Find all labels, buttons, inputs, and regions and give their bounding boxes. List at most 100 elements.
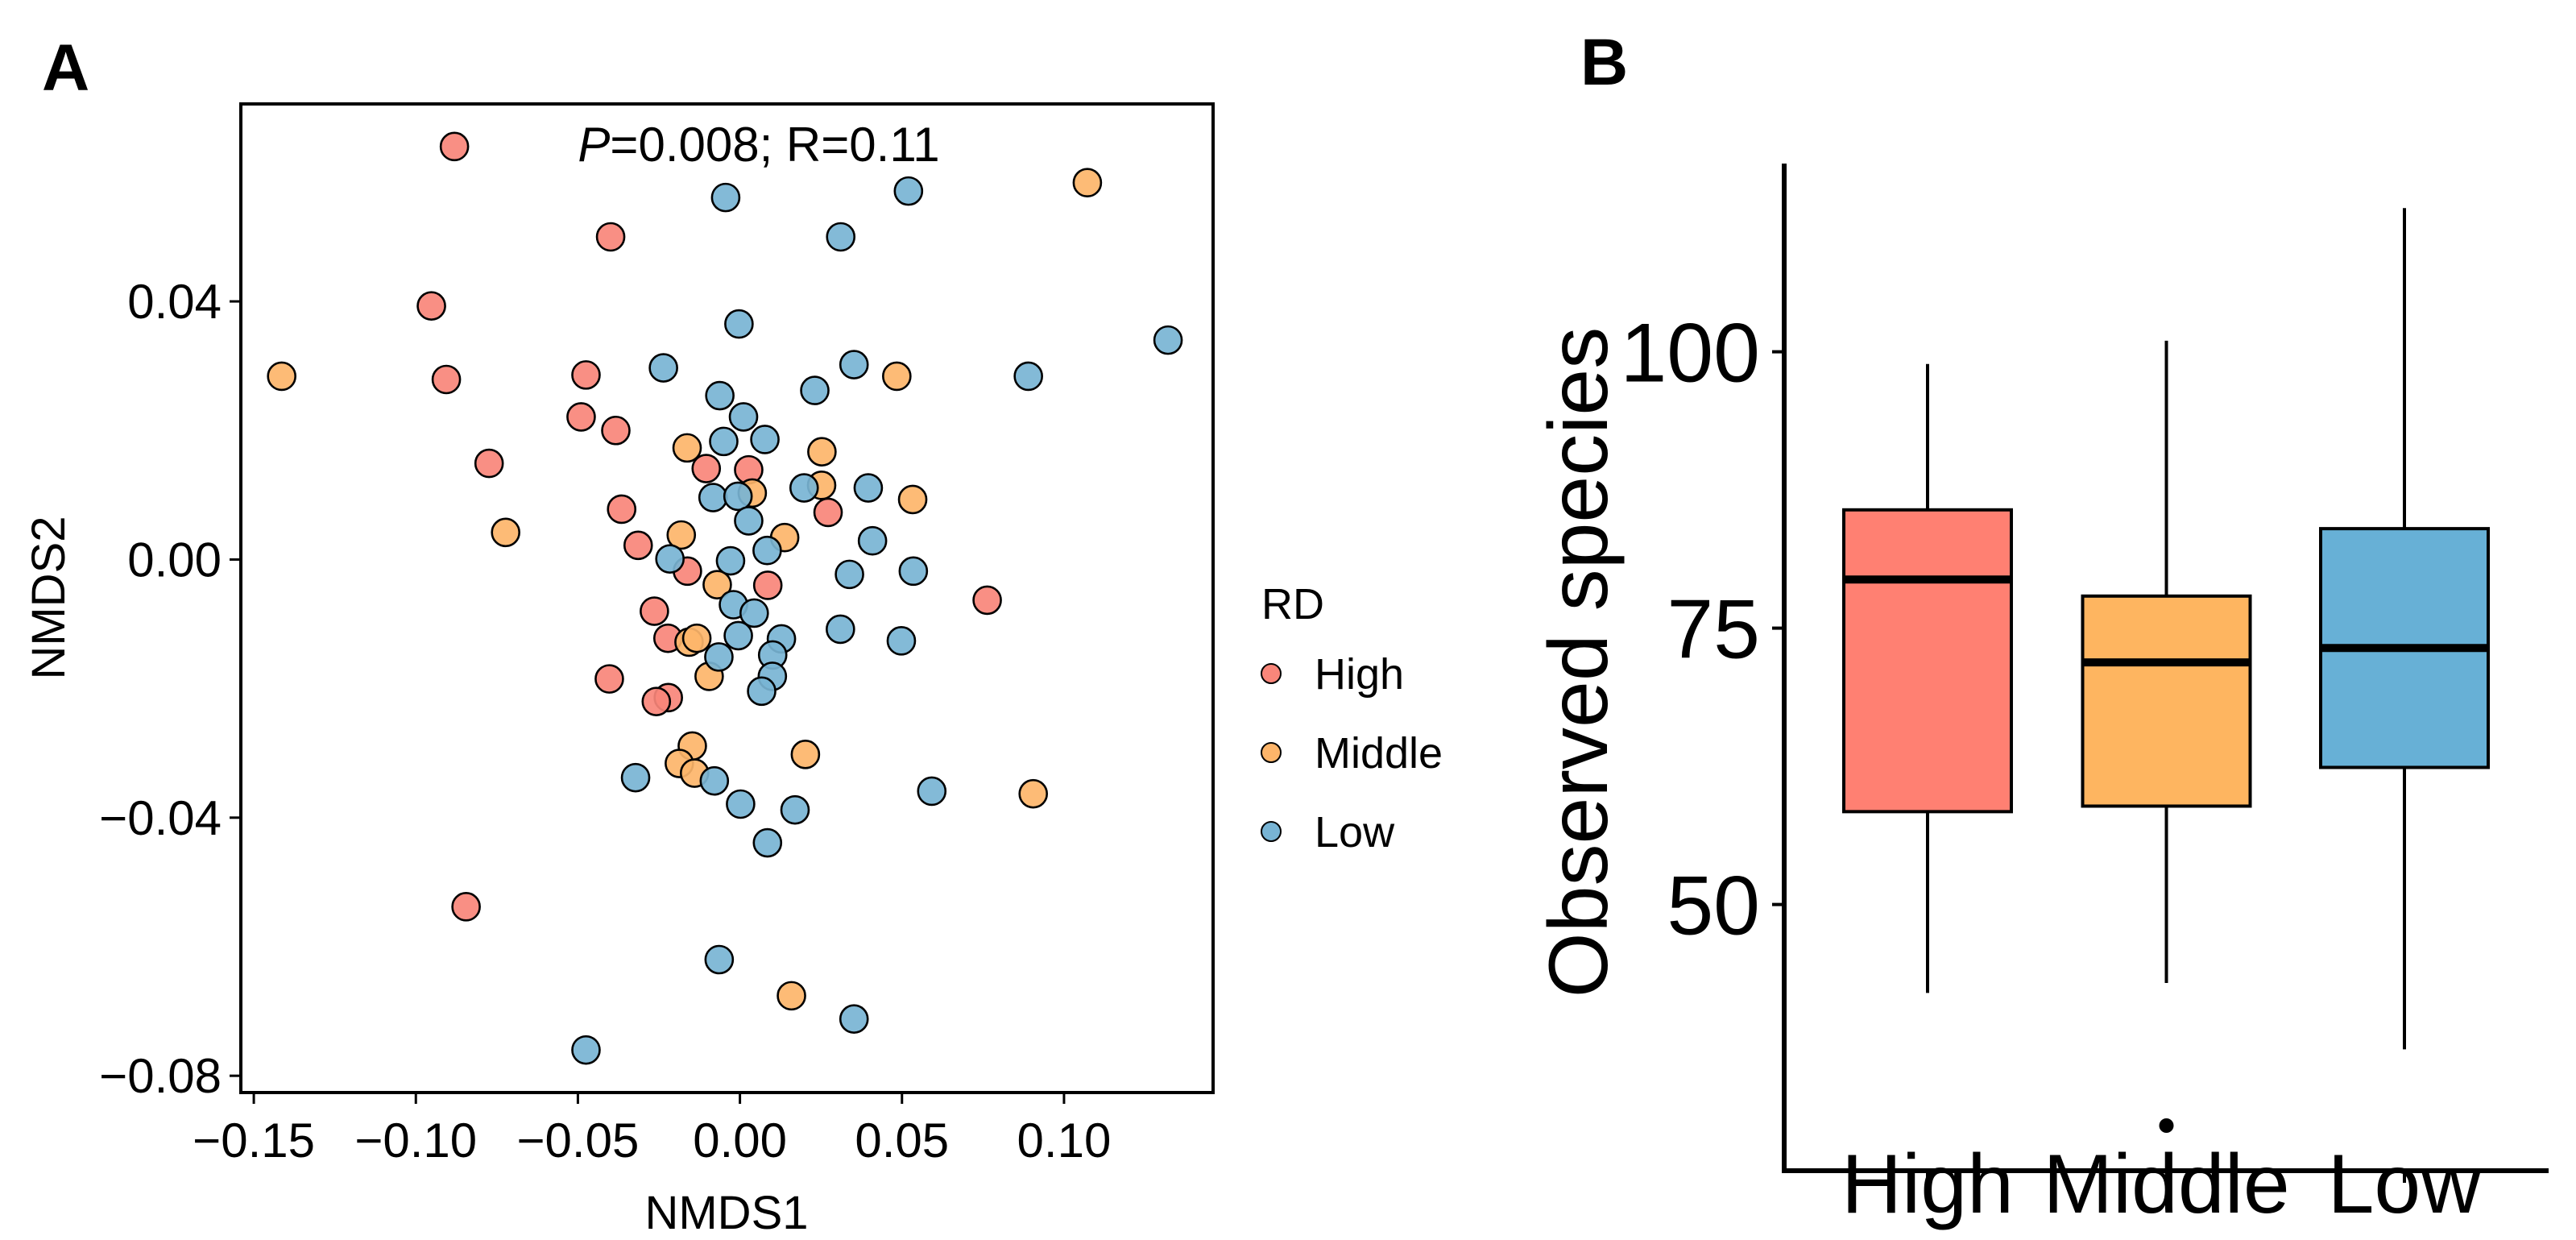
- point-high: [566, 402, 596, 432]
- x-tick-label: Low: [2328, 1138, 2483, 1231]
- point-high: [972, 585, 1002, 616]
- stats-annotation: P=0.008; R=0.11: [578, 118, 939, 172]
- x-axis-ticks: High Middle Low: [1841, 1138, 2482, 1231]
- point-high: [594, 664, 624, 694]
- y-axis-ticks: 50 75 100: [1620, 307, 1784, 953]
- x-tick-label: High: [1841, 1138, 2014, 1231]
- point-low: [655, 544, 685, 574]
- point-middle: [267, 361, 296, 392]
- point-low: [734, 506, 764, 536]
- y-tick-label: 75: [1667, 583, 1760, 677]
- point-low: [752, 535, 782, 566]
- point-low: [704, 944, 735, 975]
- legend-key-middle: [1261, 742, 1282, 763]
- point-high: [641, 686, 672, 716]
- point-low: [705, 380, 735, 411]
- point-low: [1013, 361, 1043, 392]
- y-axis-title: NMDS2: [23, 516, 75, 679]
- y-tick-label: 50: [1667, 860, 1760, 953]
- point-low: [789, 473, 819, 503]
- point-middle: [491, 517, 521, 548]
- point-low: [723, 481, 753, 512]
- point-high: [451, 892, 481, 922]
- point-low: [726, 789, 756, 819]
- point-middle: [807, 437, 837, 467]
- point-low: [723, 620, 753, 651]
- point-low: [620, 762, 651, 793]
- point-low: [699, 765, 730, 796]
- point-low: [752, 827, 783, 858]
- point-low: [780, 794, 810, 825]
- point-high: [691, 454, 722, 483]
- x-tick-label: −0.05: [517, 1114, 640, 1167]
- scatter-points: [267, 131, 1183, 1065]
- point-middle: [790, 740, 821, 769]
- point-high: [416, 291, 446, 321]
- y-tick-label: 100: [1620, 307, 1760, 400]
- y-tick-label: −0.08: [99, 1049, 222, 1103]
- point-high: [431, 364, 462, 395]
- x-tick-label: 0.05: [855, 1114, 949, 1167]
- point-low: [571, 1035, 601, 1065]
- point-low: [710, 182, 741, 213]
- x-axis-title: NMDS1: [644, 1187, 808, 1239]
- point-low: [826, 222, 856, 252]
- x-tick-label: −0.10: [354, 1114, 477, 1167]
- panel-label-b: B: [1580, 26, 1628, 99]
- legend-title: RD: [1261, 580, 1324, 628]
- legend-label-middle: Middle: [1315, 729, 1443, 778]
- outlier-middle: [2159, 1118, 2174, 1133]
- point-low: [739, 598, 769, 628]
- x-tick-label: −0.15: [193, 1114, 315, 1167]
- point-high: [571, 360, 601, 390]
- point-middle: [672, 433, 702, 463]
- y-tick-label: 0.00: [127, 533, 222, 587]
- x-tick-label: 0.00: [693, 1114, 787, 1167]
- point-middle: [1018, 778, 1049, 809]
- point-high: [595, 222, 626, 252]
- point-low: [893, 176, 924, 206]
- point-low: [839, 1004, 869, 1034]
- x-tick-label: Middle: [2043, 1138, 2289, 1231]
- legend: RD High Middle Low: [1261, 580, 1443, 856]
- panel-b: B 50 75 100 High Middle Low Observed species: [1532, 26, 2549, 1231]
- point-low: [709, 426, 739, 457]
- point-low: [826, 614, 855, 645]
- point-low: [839, 350, 869, 379]
- point-low: [898, 556, 929, 587]
- point-high: [607, 494, 637, 525]
- panel-a: A −0.15 −0.10 −0.05 0.00 0.05 0.10 0.040.00−0…: [23, 31, 1443, 1239]
- legend-key-low: [1261, 821, 1282, 842]
- point-low: [715, 545, 746, 576]
- point-low: [835, 559, 864, 590]
- y-tick-label: 0.04: [127, 275, 222, 329]
- legend-label-high: High: [1315, 650, 1404, 699]
- point-middle: [702, 570, 732, 599]
- box-high: [1842, 508, 2013, 814]
- point-high: [623, 530, 653, 561]
- point-middle: [666, 520, 697, 550]
- point-middle: [681, 623, 712, 653]
- y-axis-ticks: 0.04 0.00 −0.04 −0.08: [99, 275, 241, 1103]
- point-low: [648, 353, 678, 383]
- point-high: [601, 415, 631, 446]
- y-axis-title: Observed species: [1532, 327, 1626, 997]
- x-tick-label: 0.10: [1017, 1114, 1112, 1167]
- point-middle: [897, 484, 928, 515]
- point-high: [439, 131, 470, 162]
- panel-label-a: A: [42, 31, 89, 105]
- x-axis-ticks: −0.15 −0.10 −0.05 0.00 0.05 0.10: [193, 1093, 1111, 1167]
- point-high: [813, 497, 843, 528]
- point-low: [800, 375, 830, 405]
- boxes: [1842, 208, 2490, 1133]
- point-high: [752, 570, 783, 600]
- point-middle: [777, 981, 806, 1011]
- point-low: [917, 776, 947, 807]
- point-low: [747, 676, 777, 707]
- point-low: [750, 425, 780, 454]
- point-high: [474, 448, 504, 479]
- point-middle: [882, 361, 912, 392]
- y-tick-label: −0.04: [99, 791, 222, 845]
- point-high: [640, 596, 669, 626]
